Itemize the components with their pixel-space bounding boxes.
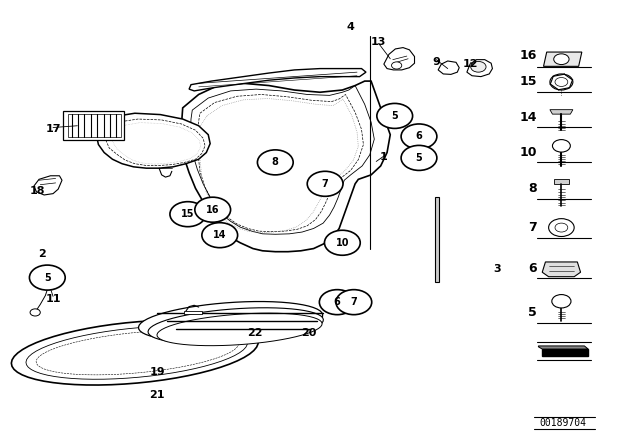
Text: 7: 7 — [529, 221, 537, 234]
Polygon shape — [63, 111, 124, 140]
Circle shape — [170, 202, 205, 227]
Circle shape — [470, 61, 486, 72]
Polygon shape — [467, 60, 492, 77]
Polygon shape — [542, 262, 580, 277]
Polygon shape — [12, 320, 258, 385]
Text: 12: 12 — [463, 59, 479, 69]
Text: 9: 9 — [432, 57, 440, 67]
Polygon shape — [181, 81, 390, 252]
Circle shape — [257, 150, 293, 175]
Text: 4: 4 — [346, 22, 354, 33]
Circle shape — [319, 290, 355, 314]
Text: 11: 11 — [45, 294, 61, 304]
Polygon shape — [543, 52, 582, 66]
Circle shape — [392, 62, 402, 69]
Text: 8: 8 — [529, 182, 537, 195]
Text: 14: 14 — [213, 230, 227, 240]
Text: 10: 10 — [335, 238, 349, 248]
Polygon shape — [26, 326, 248, 379]
Text: 13: 13 — [371, 37, 387, 47]
Polygon shape — [538, 346, 588, 349]
Text: 00189704: 00189704 — [539, 418, 586, 428]
Text: 14: 14 — [520, 111, 537, 124]
Polygon shape — [184, 311, 202, 314]
Text: 6: 6 — [529, 262, 537, 275]
Circle shape — [30, 309, 40, 316]
Polygon shape — [138, 302, 323, 341]
Circle shape — [29, 265, 65, 290]
Text: 7: 7 — [351, 297, 357, 307]
Polygon shape — [550, 110, 573, 114]
Text: 1: 1 — [380, 152, 388, 162]
Text: 5: 5 — [529, 306, 537, 319]
Polygon shape — [189, 69, 366, 91]
Polygon shape — [438, 61, 460, 74]
Text: 21: 21 — [149, 390, 165, 400]
Text: 18: 18 — [30, 185, 45, 195]
Polygon shape — [44, 277, 56, 286]
Polygon shape — [542, 349, 588, 356]
Polygon shape — [435, 197, 439, 282]
Polygon shape — [384, 47, 415, 70]
Circle shape — [552, 295, 571, 308]
Text: 5: 5 — [415, 153, 422, 163]
Text: 15: 15 — [520, 75, 537, 88]
Text: 5: 5 — [391, 111, 398, 121]
Text: 19: 19 — [149, 367, 165, 377]
Circle shape — [377, 103, 413, 129]
Polygon shape — [34, 176, 62, 195]
Circle shape — [307, 171, 343, 196]
Circle shape — [548, 219, 574, 237]
Text: 3: 3 — [493, 264, 501, 274]
Circle shape — [324, 230, 360, 255]
Circle shape — [195, 197, 230, 222]
Polygon shape — [148, 308, 323, 344]
Circle shape — [401, 124, 437, 149]
Text: 16: 16 — [520, 49, 537, 62]
Text: 17: 17 — [45, 124, 61, 134]
Text: 5: 5 — [44, 272, 51, 283]
Circle shape — [336, 290, 372, 314]
Text: 7: 7 — [322, 179, 328, 189]
Circle shape — [554, 54, 569, 65]
Circle shape — [401, 146, 437, 170]
Text: 6: 6 — [415, 131, 422, 142]
Text: 10: 10 — [520, 146, 537, 159]
Polygon shape — [97, 113, 210, 168]
Text: 6: 6 — [334, 297, 340, 307]
Text: 20: 20 — [301, 328, 316, 338]
Polygon shape — [554, 179, 569, 184]
Circle shape — [202, 223, 237, 248]
Text: 8: 8 — [272, 157, 279, 168]
Text: 15: 15 — [181, 209, 195, 219]
Text: 2: 2 — [38, 250, 46, 259]
Circle shape — [552, 140, 570, 152]
Circle shape — [550, 74, 573, 90]
Text: 16: 16 — [206, 205, 220, 215]
Polygon shape — [157, 313, 322, 346]
Text: 22: 22 — [247, 328, 262, 338]
